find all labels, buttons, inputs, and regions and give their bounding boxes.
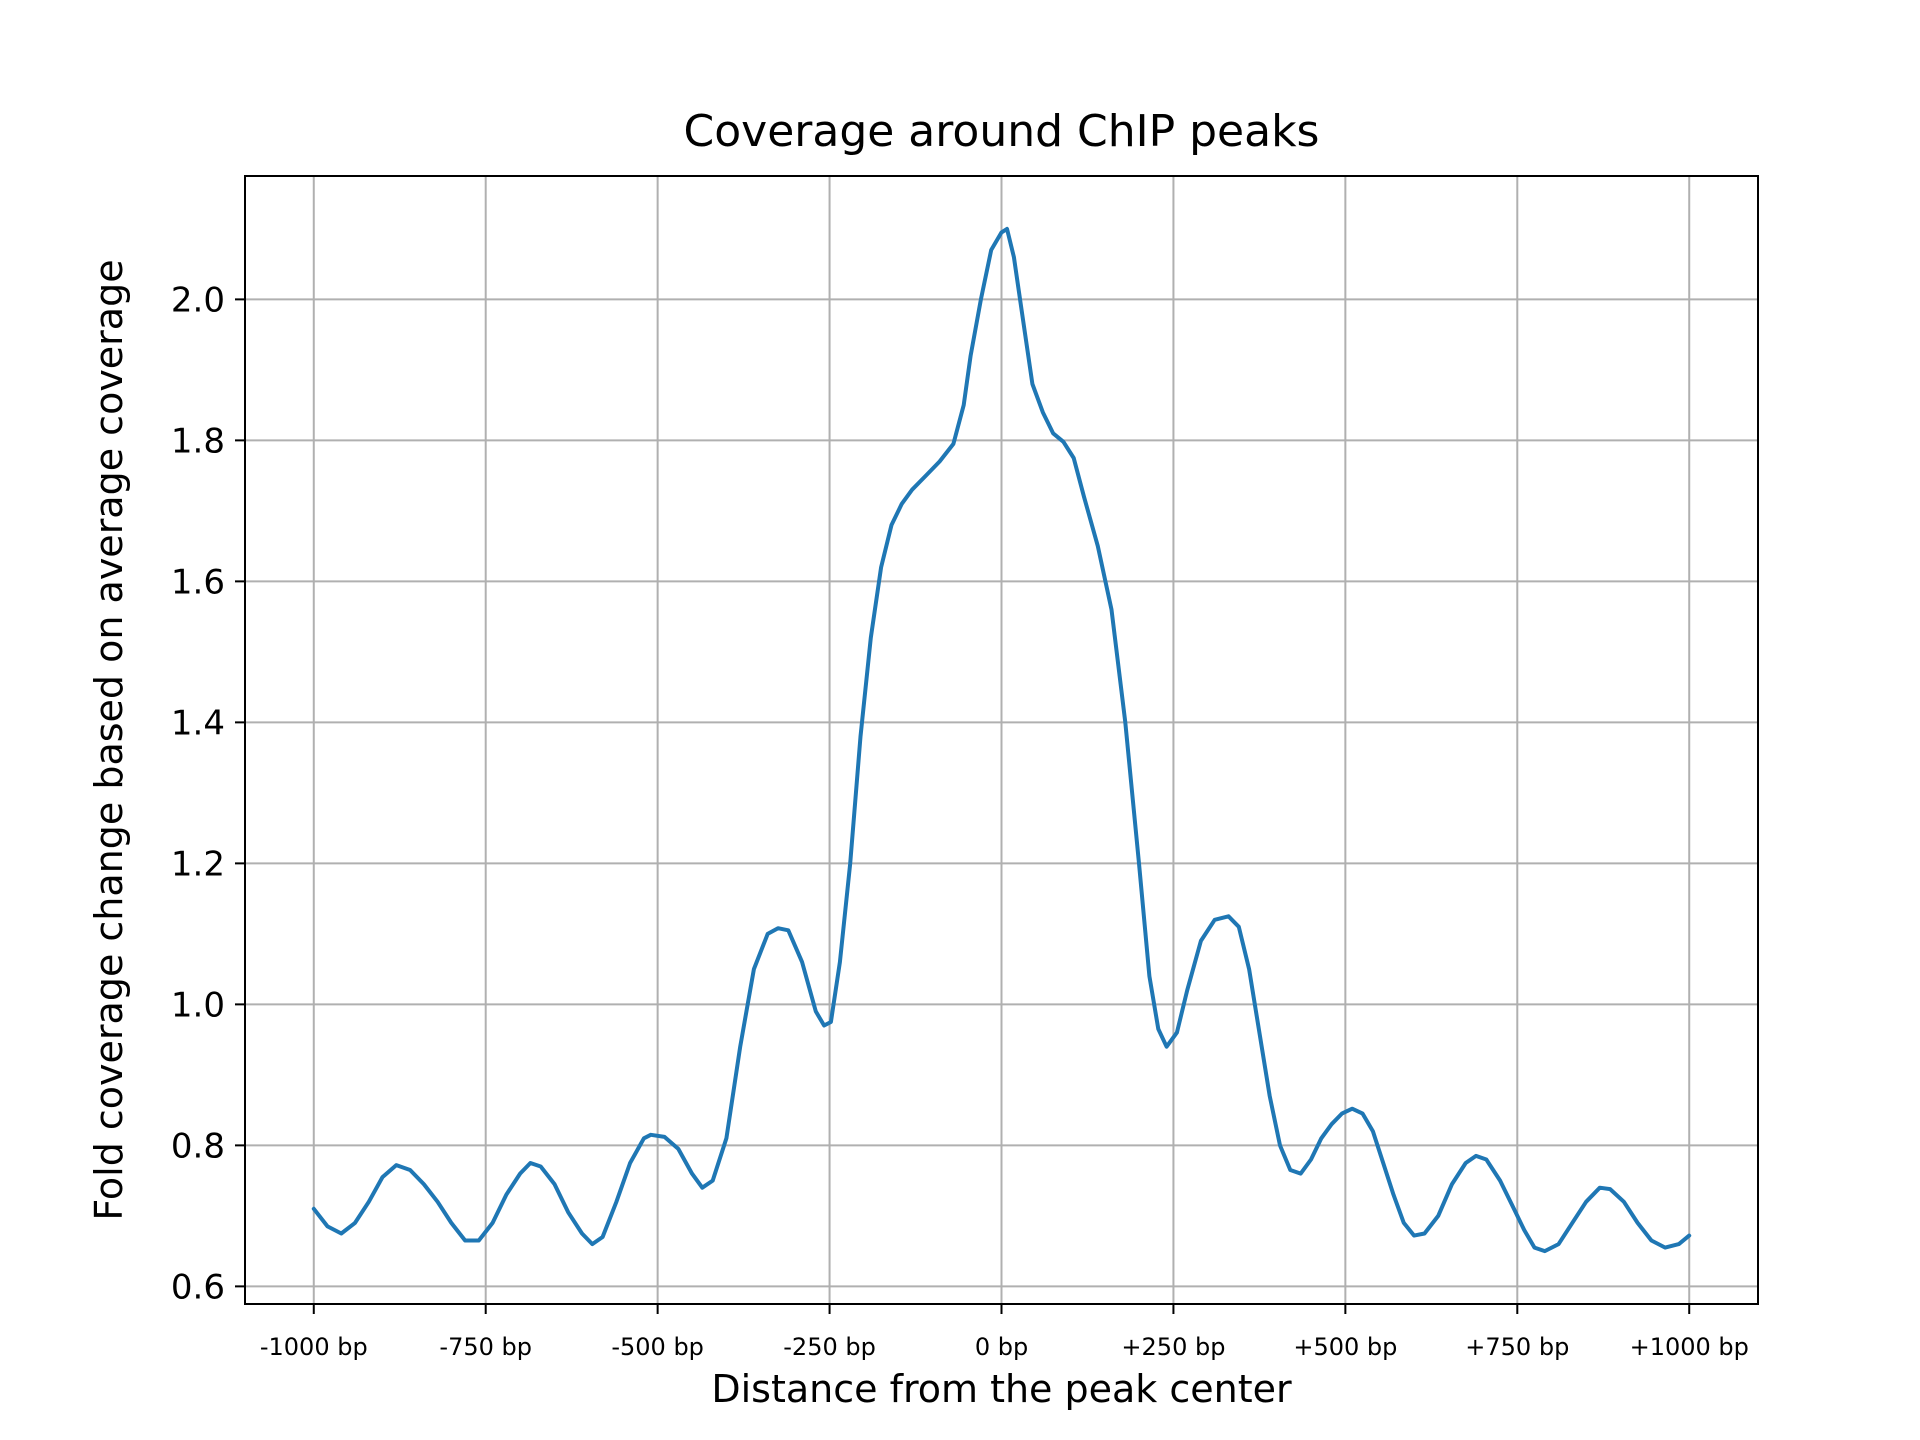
y-tick-label: 0.6 — [171, 1267, 225, 1307]
axis-ticks: -1000 bp -750 bp -500 bp -250 bp 0 bp +250 bp… — [171, 280, 1749, 1361]
x-tick-label: +250 bp — [1121, 1333, 1225, 1361]
x-tick-label: -1000 bp — [260, 1333, 368, 1361]
y-tick-label: 1.0 — [171, 985, 225, 1025]
x-tick-label: -750 bp — [439, 1333, 532, 1361]
chart-title: Coverage around ChIP peaks — [684, 106, 1320, 157]
x-tick-label: 0 bp — [975, 1333, 1028, 1361]
grid-lines — [245, 176, 1758, 1304]
x-tick-label: +500 bp — [1293, 1333, 1397, 1361]
y-tick-label: 1.6 — [171, 562, 225, 602]
x-tick-label: -500 bp — [611, 1333, 704, 1361]
y-tick-label: 1.2 — [171, 844, 225, 884]
y-tick-label: 1.8 — [171, 421, 225, 461]
x-tick-label: +750 bp — [1465, 1333, 1569, 1361]
x-tick-label: -250 bp — [783, 1333, 876, 1361]
y-tick-label: 1.4 — [171, 703, 225, 743]
series-layer — [311, 226, 1692, 1254]
y-tick-label: 0.8 — [171, 1126, 225, 1166]
y-tick-label: 2.0 — [171, 280, 225, 320]
y-axis-label: Fold coverage change based on average co… — [87, 259, 131, 1220]
x-tick-label: +1000 bp — [1630, 1333, 1749, 1361]
x-axis-label: Distance from the peak center — [711, 1367, 1292, 1411]
coverage-line — [311, 226, 1692, 1254]
